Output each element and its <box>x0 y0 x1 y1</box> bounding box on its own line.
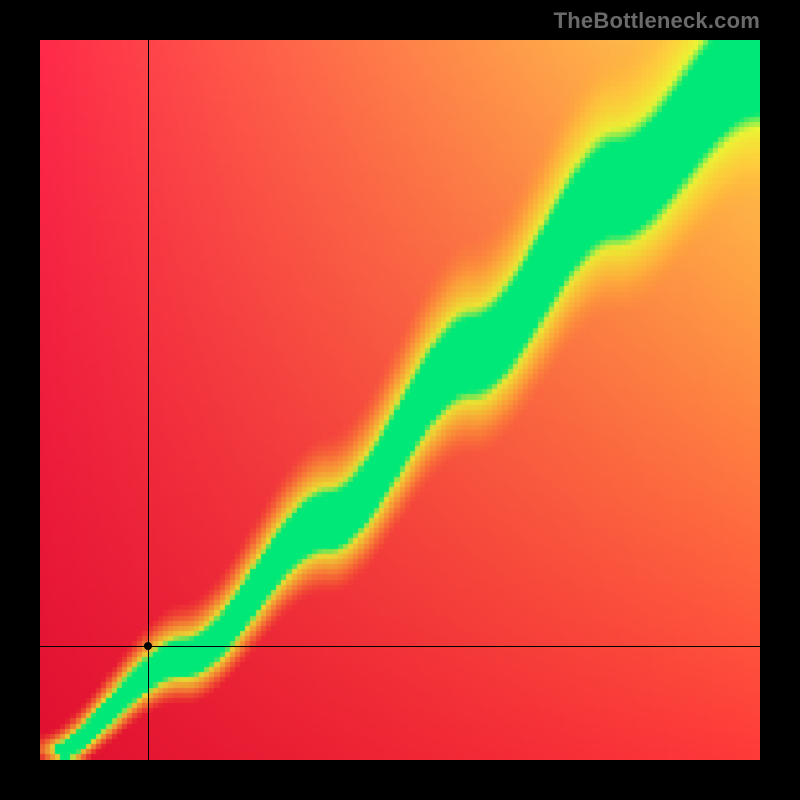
heatmap-plot <box>40 40 760 760</box>
crosshair-vertical <box>148 40 149 760</box>
crosshair-marker <box>144 642 152 650</box>
watermark-text: TheBottleneck.com <box>554 8 760 34</box>
